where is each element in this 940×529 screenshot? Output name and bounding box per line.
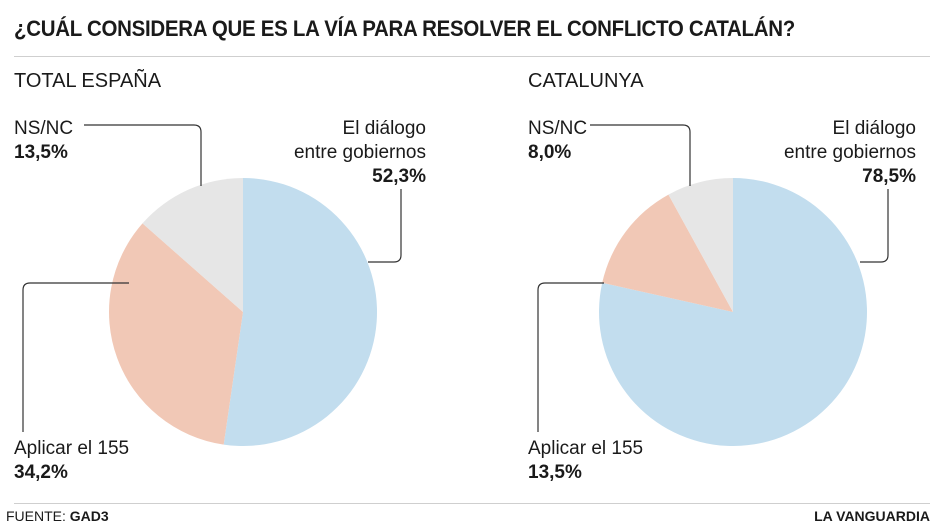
source-value: GAD3 <box>69 508 109 524</box>
label-aplicar-espana-text: Aplicar el 155 <box>14 438 130 459</box>
pie-slice-nsnc-espana <box>142 178 243 312</box>
label-dialogo-catalunya-value: 78,5% <box>862 166 916 187</box>
label-nsnc-catalunya: NS/NC 8,0% <box>528 117 587 165</box>
source-label: FUENTE: <box>6 508 66 524</box>
leader-dialogo-catalunya <box>860 189 889 263</box>
top-divider <box>14 56 930 57</box>
label-aplicar-catalunya-text: Aplicar el 155 <box>528 438 644 459</box>
brand-logo-text: LA VANGUARDIA <box>814 508 930 524</box>
pie-slice-nsnc-catalunya <box>668 178 733 312</box>
label-aplicar-catalunya-value: 13,5% <box>528 462 582 483</box>
pie-slice-dialogo-espana <box>223 178 378 446</box>
pie-chart-espana <box>109 178 378 446</box>
leader-dialogo-espana <box>368 189 402 263</box>
label-nsnc-espana: NS/NC 13,5% <box>14 117 73 165</box>
label-nsnc-espana-value: 13,5% <box>14 142 68 163</box>
label-dialogo-espana: El diálogo entre gobiernos 52,3% <box>294 117 426 189</box>
bottom-divider <box>14 503 930 504</box>
panel-title-catalunya: CATALUNYA <box>528 70 644 92</box>
label-dialogo-catalunya: El diálogo entre gobiernos 78,5% <box>784 117 916 189</box>
chart-main-title: ¿CUÁL CONSIDERA QUE ES LA VÍA PARA RESOL… <box>14 16 795 41</box>
leader-lines <box>22 124 889 432</box>
label-dialogo-espana-value: 52,3% <box>372 166 426 187</box>
panel-title-espana: TOTAL ESPAÑA <box>14 70 162 92</box>
leader-nsnc-espana <box>84 124 202 186</box>
label-dialogo-catalunya-line2: entre gobiernos <box>783 142 916 163</box>
label-dialogo-catalunya-line1: El diálogo <box>832 118 916 139</box>
label-nsnc-catalunya-value: 8,0% <box>528 142 572 163</box>
pie-slice-dialogo-catalunya <box>599 178 868 447</box>
source-note: FUENTE: GAD3 <box>6 508 109 524</box>
label-nsnc-espana-text: NS/NC <box>14 118 74 139</box>
label-dialogo-espana-line1: El diálogo <box>342 118 426 139</box>
label-aplicar-espana-value: 34,2% <box>14 462 68 483</box>
pie-slice-aplicar-catalunya <box>602 194 733 312</box>
label-nsnc-catalunya-text: NS/NC <box>528 118 588 139</box>
pie-slice-aplicar-espana <box>109 223 243 445</box>
label-aplicar-catalunya: Aplicar el 155 13,5% <box>528 437 643 485</box>
label-dialogo-espana-line2: entre gobiernos <box>293 142 426 163</box>
leader-nsnc-catalunya <box>590 124 691 186</box>
pie-chart-catalunya <box>599 178 868 447</box>
leader-aplicar-espana <box>22 282 129 432</box>
leader-aplicar-catalunya <box>537 282 604 432</box>
label-aplicar-espana: Aplicar el 155 34,2% <box>14 437 129 485</box>
